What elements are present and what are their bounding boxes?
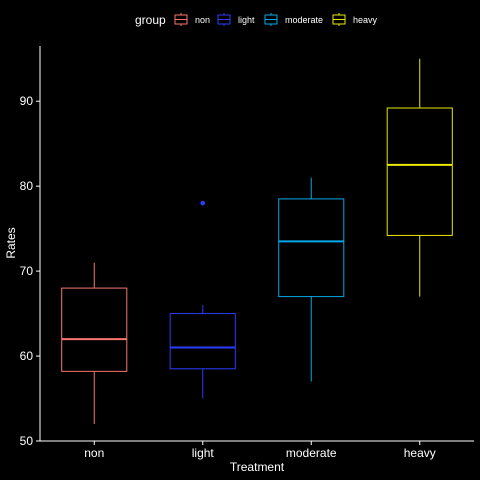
box-moderate	[278, 177, 345, 382]
x-tick-label: light	[192, 446, 215, 460]
box-iqr	[169, 313, 236, 370]
x-ticks: non light moderate heavy	[84, 441, 436, 460]
box-non	[61, 262, 128, 425]
box-iqr	[61, 287, 128, 372]
y-tick-label: 80	[20, 179, 34, 193]
x-tick-label: moderate	[286, 446, 337, 460]
x-tick-label: heavy	[404, 446, 436, 460]
legend-label: light	[238, 15, 255, 25]
plot-area: 50 60 70 80 90 non light moderate heavy	[20, 46, 474, 460]
legend-label: heavy	[353, 15, 378, 25]
y-tick-label: 60	[20, 349, 34, 363]
x-axis-title: Treatment	[230, 460, 285, 474]
legend-item-heavy: heavy	[332, 13, 378, 26]
y-ticks: 50 60 70 80 90	[20, 94, 40, 448]
y-tick-label: 70	[20, 264, 34, 278]
boxes	[61, 58, 453, 425]
legend-label: moderate	[285, 15, 323, 25]
legend: group non light moderate heavy	[135, 13, 378, 27]
legend-item-light: light	[217, 13, 255, 26]
box-heavy	[386, 58, 453, 297]
legend-title: group	[135, 13, 166, 27]
y-tick-label: 90	[20, 94, 34, 108]
box-iqr	[386, 107, 453, 236]
legend-item-moderate: moderate	[264, 13, 323, 26]
x-tick-label: non	[84, 446, 104, 460]
box-iqr	[278, 198, 345, 298]
legend-item-non: non	[174, 13, 210, 26]
y-tick-label: 50	[20, 434, 34, 448]
box-light	[169, 200, 236, 399]
legend-label: non	[195, 15, 210, 25]
y-axis-title: Rates	[4, 227, 18, 258]
outlier-point	[200, 200, 206, 206]
